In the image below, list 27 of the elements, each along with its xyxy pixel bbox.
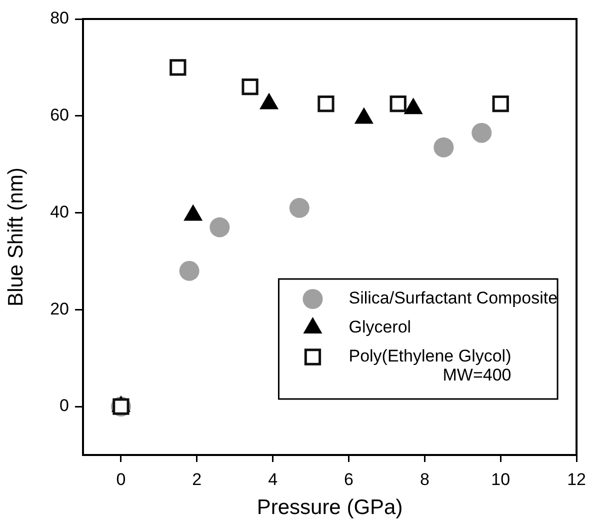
legend-label: Poly(Ethylene Glycol) MW=400 — [348, 346, 512, 385]
x-tick-label: 4 — [268, 470, 278, 489]
x-tick-label: 12 — [567, 470, 586, 489]
point — [492, 95, 509, 112]
y-tick-label: 60 — [50, 106, 69, 125]
y-tick-label: 0 — [60, 396, 69, 416]
y-tick-label: 40 — [50, 202, 69, 222]
point — [434, 137, 454, 158]
x-tick-label: 2 — [192, 470, 202, 489]
x-tick-label: 10 — [491, 470, 510, 489]
point — [472, 122, 492, 143]
point — [289, 198, 310, 218]
y-axis-title: Blue Shift (nm) — [4, 168, 28, 306]
point — [318, 95, 334, 112]
y-tick-label: 80 — [50, 8, 69, 28]
x-axis-title: Pressure (GPa) — [256, 496, 403, 520]
point — [242, 78, 258, 96]
legend-label: Silica/Surfactant Composite — [348, 288, 558, 308]
point — [170, 59, 186, 76]
y-tick-label: 20 — [50, 299, 69, 318]
x-tick-label: 0 — [116, 470, 126, 489]
point — [179, 260, 200, 281]
x-tick-label: 6 — [344, 470, 354, 489]
x-tick-label: 8 — [420, 470, 430, 489]
point — [390, 95, 406, 112]
legend-label: Glycerol — [348, 318, 412, 337]
point — [210, 217, 230, 238]
